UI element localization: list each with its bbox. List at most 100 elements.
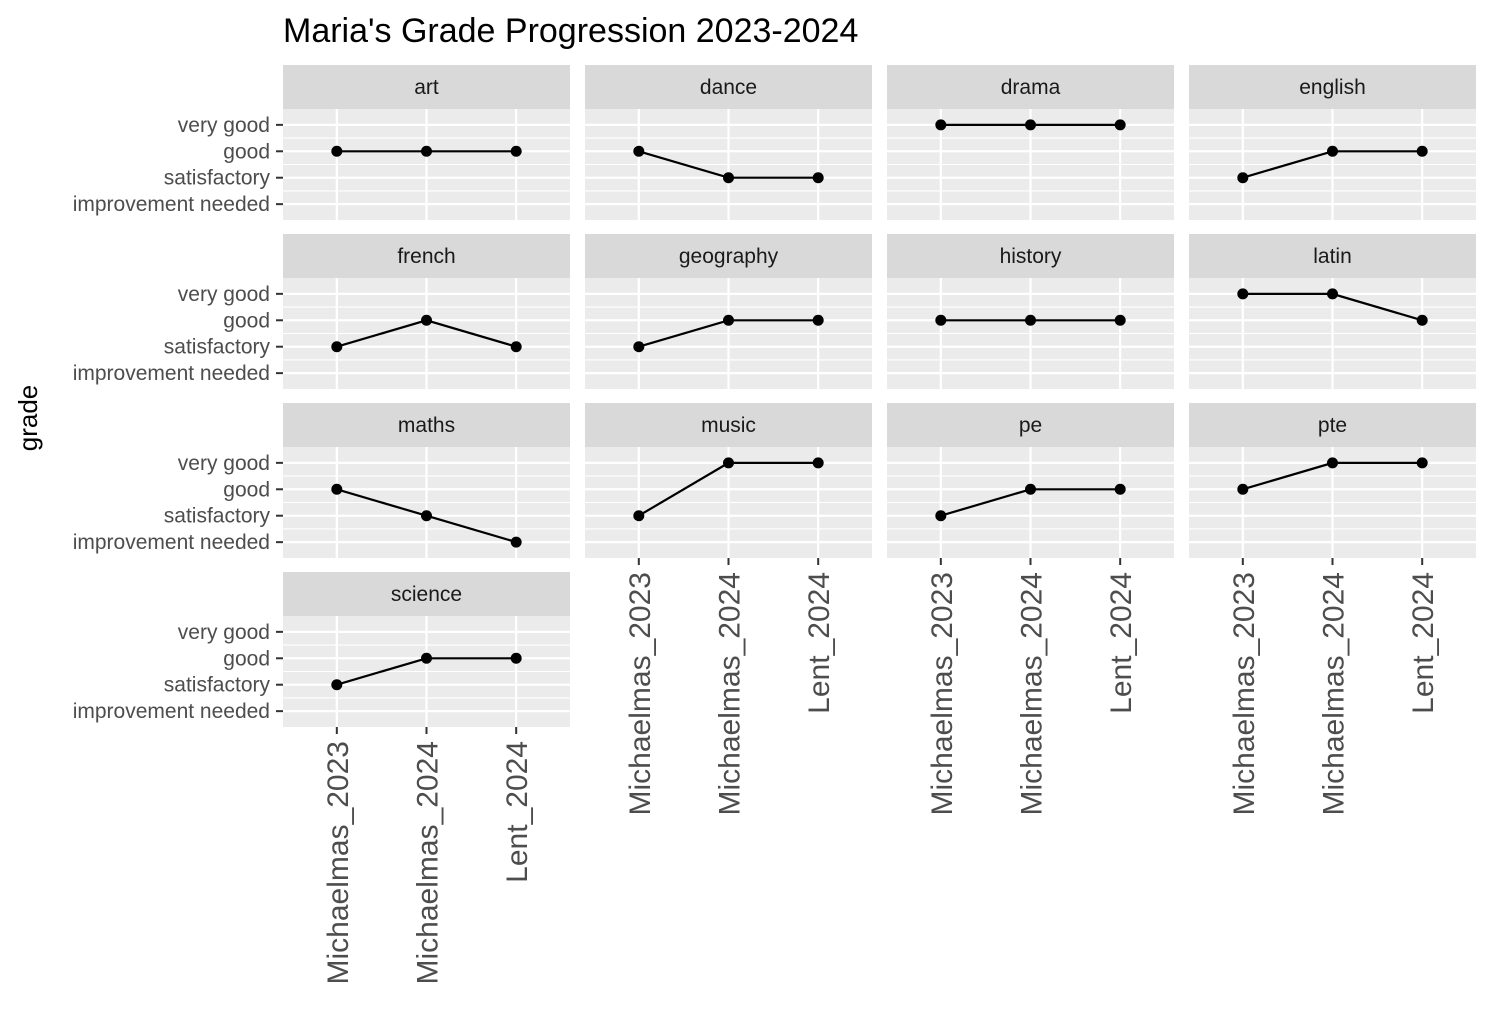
x-tick-label: Lent_2024	[1105, 572, 1138, 714]
strip-label: geography	[679, 245, 779, 268]
data-point	[1327, 288, 1338, 300]
y-tick-label: good	[223, 478, 270, 501]
facet-panel-art: art improvement needed satisfactory good ver…	[73, 65, 570, 220]
chart-title: Maria's Grade Progression 2023-2024	[283, 12, 858, 50]
facet-panel-latin: latin	[1189, 234, 1476, 389]
data-point	[1237, 483, 1249, 495]
data-point	[1114, 314, 1126, 326]
data-point	[1416, 457, 1428, 469]
strip-label: maths	[398, 414, 455, 437]
y-tick-label: improvement needed	[73, 193, 270, 216]
data-point	[1237, 288, 1249, 300]
data-point	[1025, 483, 1036, 495]
strip-label: drama	[1001, 76, 1061, 99]
y-tick-label: improvement needed	[73, 531, 270, 554]
strip-background	[283, 234, 570, 278]
facet-panel-dance: dance	[585, 65, 872, 220]
data-point	[723, 314, 734, 326]
data-point	[331, 341, 343, 353]
strip-label: science	[391, 583, 462, 606]
facet-panel-pte: pte Michaelmas_2023 Michaelmas_2024 Lent_20…	[1189, 403, 1476, 815]
data-point	[510, 652, 522, 664]
x-tick-label: Michaelmas_2023	[624, 572, 657, 815]
data-point	[723, 457, 734, 469]
strip-label: english	[1299, 76, 1366, 99]
strip-label: history	[1000, 245, 1062, 268]
strip-label: pte	[1318, 414, 1347, 437]
y-tick-label: good	[223, 309, 270, 332]
facet-panel-history: history	[887, 234, 1174, 389]
strip-background	[585, 65, 872, 109]
y-tick-label: very good	[178, 114, 270, 137]
strip-background	[585, 403, 872, 447]
data-point	[723, 172, 734, 184]
data-point	[812, 172, 824, 184]
strip-background	[585, 234, 872, 278]
data-point	[331, 679, 343, 691]
y-axis-label: grade	[13, 385, 43, 452]
strip-background	[887, 403, 1174, 447]
data-point	[1114, 119, 1126, 131]
facet-panel-music: music Michaelmas_2023 Michaelmas_2024 Lent_…	[585, 403, 872, 815]
facet-panel-drama: drama	[887, 65, 1174, 220]
facet-panel-maths: maths improvement needed satisfactory good v…	[73, 403, 570, 558]
data-point	[421, 510, 432, 522]
data-point	[1237, 172, 1249, 184]
strip-label: latin	[1313, 245, 1352, 268]
x-tick-label: Michaelmas_2023	[322, 741, 355, 984]
x-tick-label: Lent_2024	[501, 741, 534, 883]
strip-background	[1189, 65, 1476, 109]
data-point	[510, 145, 522, 157]
facet-panel-english: english	[1189, 65, 1476, 220]
strip-background	[283, 65, 570, 109]
y-tick-label: very good	[178, 621, 270, 644]
y-tick-label: good	[223, 140, 270, 163]
x-tick-label: Michaelmas_2024	[1318, 572, 1351, 815]
strip-background	[1189, 403, 1476, 447]
data-point	[510, 341, 522, 353]
strip-background	[887, 65, 1174, 109]
data-point	[1327, 457, 1338, 469]
y-tick-label: good	[223, 647, 270, 670]
strip-label: music	[701, 414, 756, 437]
data-point	[633, 510, 645, 522]
x-tick-label: Lent_2024	[803, 572, 836, 714]
data-point	[935, 119, 947, 131]
data-point	[633, 145, 645, 157]
y-tick-label: very good	[178, 452, 270, 475]
strip-label: french	[397, 245, 455, 268]
facet-panel-french: french improvement needed satisfactory good…	[73, 234, 570, 389]
x-tick-label: Michaelmas_2024	[412, 741, 445, 984]
x-tick-label: Lent_2024	[1407, 572, 1440, 714]
data-point	[1327, 145, 1338, 157]
y-tick-label: very good	[178, 283, 270, 306]
data-point	[421, 652, 432, 664]
x-tick-label: Michaelmas_2023	[1228, 572, 1261, 815]
strip-label: pe	[1019, 414, 1042, 437]
strip-background	[283, 403, 570, 447]
data-point	[812, 457, 824, 469]
data-point	[935, 510, 947, 522]
data-point	[510, 536, 522, 548]
data-point	[421, 314, 432, 326]
data-point	[1114, 483, 1126, 495]
facet-panels: art improvement needed satisfactory good ver…	[73, 65, 1476, 984]
data-point	[421, 145, 432, 157]
y-tick-label: satisfactory	[164, 167, 271, 190]
data-point	[1416, 314, 1428, 326]
strip-background	[887, 234, 1174, 278]
x-tick-label: Michaelmas_2023	[926, 572, 959, 815]
data-point	[331, 145, 343, 157]
y-tick-label: satisfactory	[164, 505, 271, 528]
strip-label: dance	[700, 76, 757, 99]
y-tick-label: improvement needed	[73, 700, 270, 723]
data-point	[1416, 145, 1428, 157]
y-tick-label: satisfactory	[164, 674, 271, 697]
strip-label: art	[414, 76, 439, 99]
data-point	[812, 314, 824, 326]
data-point	[935, 314, 947, 326]
data-point	[1025, 314, 1036, 326]
x-tick-label: Michaelmas_2024	[1016, 572, 1049, 815]
